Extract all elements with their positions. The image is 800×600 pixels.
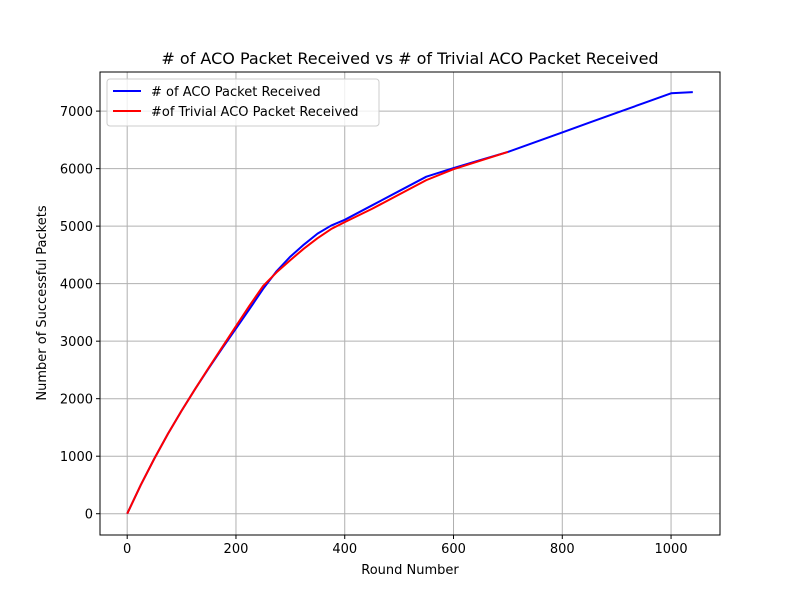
- y-tick-label: 2000: [60, 393, 93, 408]
- plot-frame: [99, 71, 721, 536]
- y-tick-label: 5000: [60, 220, 93, 235]
- x-tick-label: 1000: [655, 542, 688, 557]
- y-axis-label: Number of Successful Packets: [35, 205, 50, 400]
- y-tick-label: 3000: [60, 335, 93, 350]
- y-tick-label: 4000: [60, 278, 93, 293]
- legend: # of ACO Packet Received #of Trivial ACO…: [106, 78, 380, 127]
- legend-label-aco: # of ACO Packet Received: [151, 85, 321, 100]
- axis-ticks: 0 200 400 600 800 1000 0 1000 2000 3000 4000 5000 60…: [60, 105, 688, 557]
- x-tick-label: 800: [550, 542, 575, 557]
- legend-box: [106, 78, 380, 127]
- plot-lines: [126, 91, 693, 515]
- x-axis-label: Round Number: [361, 563, 459, 578]
- legend-label-trivial-aco: #of Trivial ACO Packet Received: [151, 105, 358, 120]
- y-tick-label: 0: [85, 508, 93, 523]
- chart-title: # of ACO Packet Received vs # of Trivial…: [161, 49, 658, 68]
- grid: [100, 72, 720, 535]
- y-tick-label: 6000: [60, 163, 93, 178]
- y-tick-label: 7000: [60, 105, 93, 120]
- x-tick-label: 400: [332, 542, 357, 557]
- series-line-1: [126, 150, 509, 515]
- x-tick-label: 200: [224, 542, 249, 557]
- x-tick-label: 600: [441, 542, 466, 557]
- x-tick-label: 0: [123, 542, 131, 557]
- y-tick-label: 1000: [60, 450, 93, 465]
